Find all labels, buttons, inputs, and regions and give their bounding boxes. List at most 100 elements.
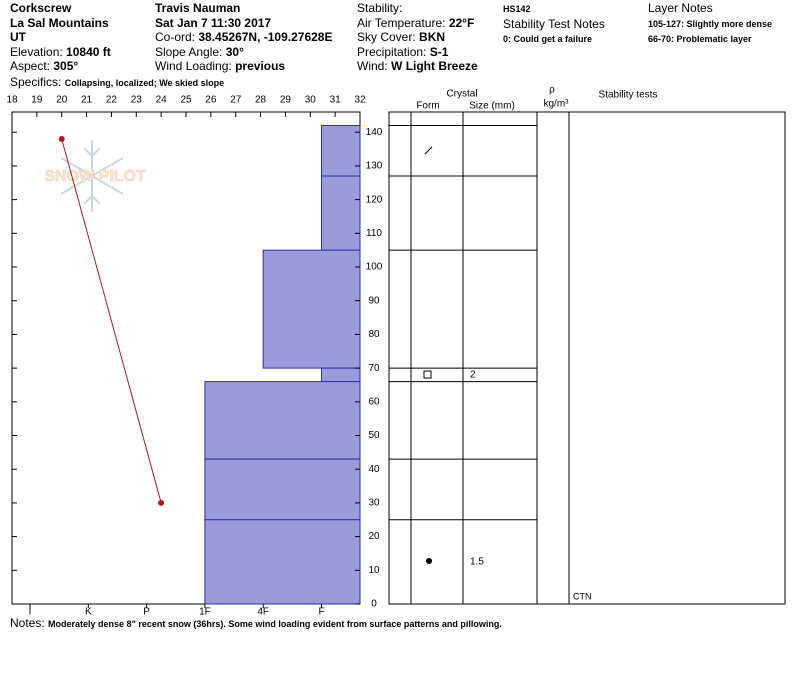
y-tick-label: 10 xyxy=(368,565,380,576)
hardness-bar xyxy=(204,381,361,460)
col-header: kg/m³ xyxy=(544,99,570,110)
col-header: Stability tests xyxy=(599,90,658,101)
y-tick-label: 0 xyxy=(371,599,377,610)
value: Collapsing, localized; We skied slope xyxy=(64,78,225,88)
header-column: Corkscrew La Sal Mountains UT Elevation: 10… xyxy=(10,1,111,74)
header-column: Travis Nauman Sat Jan 7 11:30 2017 Co-ord:… xyxy=(155,1,332,74)
table-frame xyxy=(388,111,786,605)
header-column: HS142 Stability Test Notes 0: Could get a … xyxy=(503,1,605,47)
value: W Light Breeze xyxy=(391,59,478,73)
header-line: Wind Loading: previous xyxy=(155,59,332,74)
header-line: La Sal Mountains xyxy=(10,16,111,31)
label: Sky Cover: xyxy=(357,30,416,44)
y-tick-label: 60 xyxy=(368,396,380,407)
grain-symbol xyxy=(426,558,432,564)
header-line: 105-127: Slightly more dense xyxy=(648,16,772,32)
y-tick-label: 80 xyxy=(368,329,380,340)
label: Wind: xyxy=(357,59,388,73)
col-header: ρ xyxy=(549,85,555,96)
x-tick-label: 22 xyxy=(106,95,118,106)
x-tick-label: 23 xyxy=(131,95,143,106)
label: Stability Test Notes xyxy=(503,16,605,31)
header-line: Corkscrew xyxy=(10,1,111,16)
x-tick-label: 27 xyxy=(230,95,242,106)
temperature-point xyxy=(158,499,165,506)
header-line: Stability Test Notes xyxy=(503,17,605,32)
header-line: Aspect: 305° xyxy=(10,59,111,74)
y-tick-label: 30 xyxy=(368,498,380,509)
x-tick-label: 19 xyxy=(31,95,43,106)
value: Travis Nauman xyxy=(155,1,241,15)
value: 10840 ft xyxy=(66,44,111,59)
crystal-size: 2 xyxy=(470,369,476,380)
hardness-bar xyxy=(321,367,361,383)
y-tick-label: 20 xyxy=(368,531,380,542)
header-line: HS142 xyxy=(503,1,605,17)
y-tick-label: 140 xyxy=(366,127,383,138)
header-column: Stability: Air Temperature: 22°F Sky Cover… xyxy=(357,1,478,74)
value: S-1 xyxy=(429,44,449,59)
label: Slope Angle: xyxy=(155,44,223,59)
y-tick-label: 50 xyxy=(368,430,380,441)
col-header: Crystal xyxy=(446,89,477,100)
x-tick-label: 25 xyxy=(180,95,192,106)
header-line: Precipitation: S-1 xyxy=(357,45,478,60)
label: Air Temperature: xyxy=(357,15,446,30)
label: Wind Loading: xyxy=(155,59,232,73)
label: Aspect: xyxy=(10,59,51,73)
value: 22°F xyxy=(448,15,475,30)
x-tick-label: 18 xyxy=(6,95,18,106)
hardness-bar xyxy=(204,458,361,521)
header-line: 66-70: Problematic layer xyxy=(648,31,772,47)
x-tick-label: 28 xyxy=(255,95,267,106)
x-tick-label: 30 xyxy=(305,95,317,106)
hardness-bar xyxy=(321,124,361,177)
y-tick-label: 100 xyxy=(366,262,383,273)
header-line: UT xyxy=(10,30,111,45)
hardness-bar xyxy=(204,519,361,605)
y-tick-label: 40 xyxy=(368,464,380,475)
hardness-label: P xyxy=(143,607,150,618)
snowflake xyxy=(60,140,124,212)
header-line: Sky Cover: BKN xyxy=(357,30,478,45)
logo: SNOW PILOT xyxy=(44,140,146,212)
temperature-point xyxy=(58,135,65,142)
y-tick-label: 110 xyxy=(366,228,382,239)
label: Co-ord: xyxy=(155,30,196,44)
value: 30° xyxy=(225,44,244,59)
hardness-label: K xyxy=(85,607,92,618)
value: 66-70: Problematic layer xyxy=(648,34,752,44)
value: HS142 xyxy=(503,4,531,14)
hardness-bar xyxy=(262,249,361,369)
specifics: Specifics: Collapsing, localized; We ski… xyxy=(10,75,224,89)
header-line: Elevation: 10840 ft xyxy=(10,45,111,60)
temperature-line xyxy=(61,138,162,504)
label: Elevation: xyxy=(10,44,63,59)
value: BKN xyxy=(419,30,446,44)
test-result: CTN xyxy=(573,591,592,601)
value: 38.45267N, -109.27628E xyxy=(198,30,333,44)
value: previous xyxy=(235,59,286,73)
x-tick-label: 21 xyxy=(81,95,93,106)
header-line: Travis Nauman xyxy=(155,1,332,16)
y-tick-label: 70 xyxy=(368,363,380,374)
y-tick-label: 90 xyxy=(368,295,380,306)
label: Stability: xyxy=(357,1,403,15)
hardness-label: 1F xyxy=(199,607,211,618)
header-column: Layer Notes 105-127: Slightly more dense 6… xyxy=(648,1,772,47)
y-tick-label: 130 xyxy=(366,161,383,172)
header-line: Co-ord: 38.45267N, -109.27628E xyxy=(155,30,332,45)
logo-text: SNOW PILOT xyxy=(44,168,146,185)
value: Moderately dense 8" recent snow (36hrs).… xyxy=(48,619,502,629)
value: 0: Could get a failure xyxy=(503,34,593,44)
grain-symbol xyxy=(423,370,432,379)
x-tick-label: 31 xyxy=(330,95,342,106)
label: Precipitation: xyxy=(357,44,427,59)
header-line: Air Temperature: 22°F xyxy=(357,16,478,31)
label: Specifics: xyxy=(10,75,62,89)
value: Corkscrew xyxy=(10,1,72,15)
header-line: Wind: W Light Breeze xyxy=(357,59,478,74)
value: La Sal Mountains xyxy=(10,15,109,30)
